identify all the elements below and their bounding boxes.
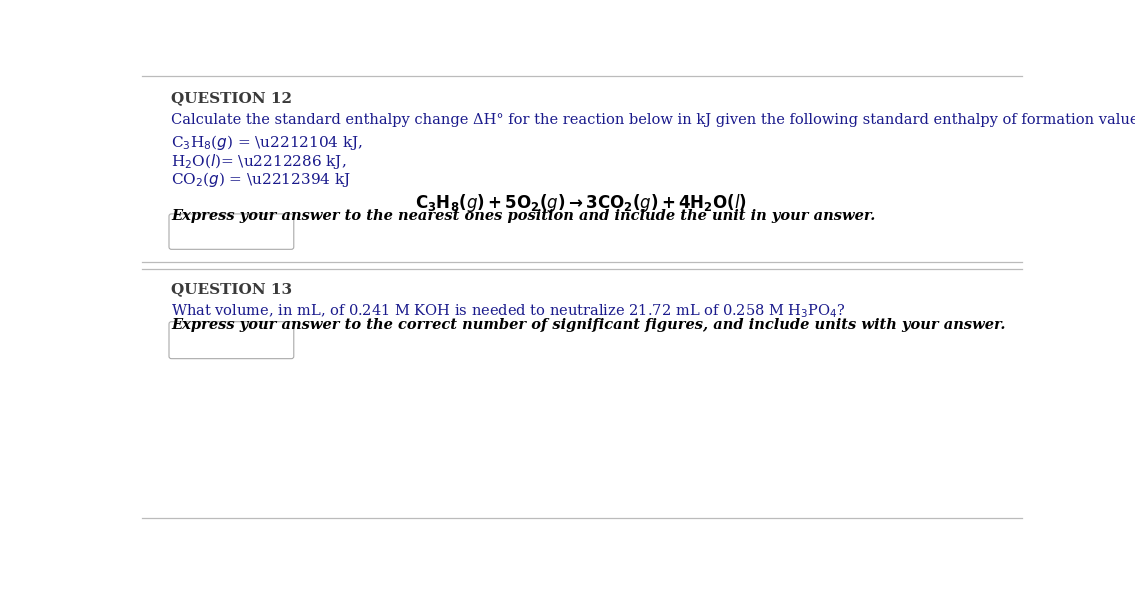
Text: Express your answer to the correct number of significant figures, and include un: Express your answer to the correct numbe… (171, 318, 1006, 332)
Text: CO$_2$($\mathit{g}$) = \u2212394 kJ: CO$_2$($\mathit{g}$) = \u2212394 kJ (171, 170, 352, 189)
Text: H$_2$O($\mathit{l}$)= \u2212286 kJ,: H$_2$O($\mathit{l}$)= \u2212286 kJ, (171, 151, 346, 171)
Text: C$_3$H$_8$($\mathit{g}$) = \u2212104 kJ,: C$_3$H$_8$($\mathit{g}$) = \u2212104 kJ, (171, 133, 363, 152)
Text: QUESTION 13: QUESTION 13 (171, 282, 293, 296)
Text: $\mathbf{C_3H_8(}$$\mathbf{\mathit{g}}$$\mathbf{) + 5O_2(}$$\mathbf{\mathit{g}}$: $\mathbf{C_3H_8(}$$\mathbf{\mathit{g}}$$… (415, 191, 747, 214)
Text: What volume, in mL, of 0.241 M KOH is needed to neutralize 21.72 mL of 0.258 M H: What volume, in mL, of 0.241 M KOH is ne… (171, 302, 847, 320)
Text: Express your answer to the nearest ones position and include the unit in your an: Express your answer to the nearest ones … (171, 209, 876, 223)
Text: Calculate the standard enthalpy change ΔH° for the reaction below in kJ given th: Calculate the standard enthalpy change Δ… (171, 112, 1135, 127)
FancyBboxPatch shape (169, 322, 294, 359)
Text: QUESTION 12: QUESTION 12 (171, 91, 293, 105)
FancyBboxPatch shape (169, 214, 294, 249)
